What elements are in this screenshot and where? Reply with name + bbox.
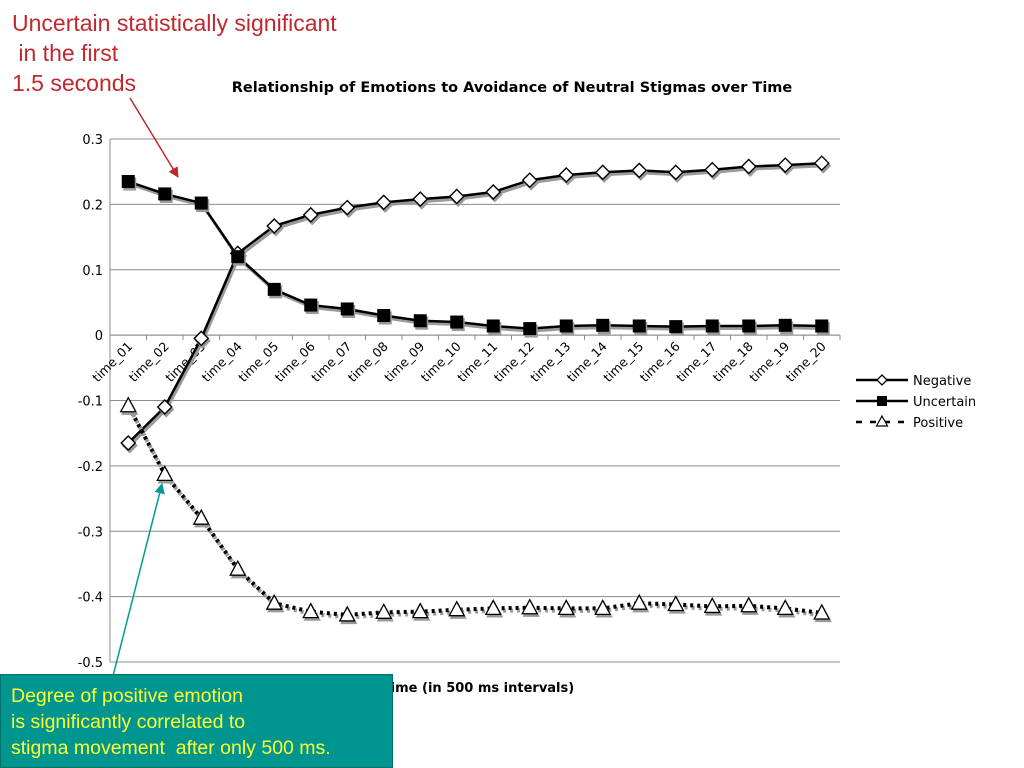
y-tick-label: 0.3 [82, 133, 103, 148]
data-point [594, 164, 611, 181]
data-point [448, 188, 465, 205]
legend-marker [877, 396, 887, 406]
data-point [813, 603, 831, 620]
data-point [413, 314, 427, 328]
data-point [521, 598, 539, 615]
axes: 0.30.20.10-0.1-0.2-0.3-0.4-0.5time_01tim… [78, 133, 841, 671]
series-uncertain [121, 174, 830, 338]
data-point [192, 508, 210, 525]
x-tick-label: time_20 [783, 339, 829, 385]
data-point [704, 161, 721, 178]
data-point [705, 319, 719, 333]
data-point [267, 282, 281, 296]
chart-title: Relationship of Emotions to Avoidance of… [232, 80, 793, 96]
data-point [778, 318, 792, 332]
y-tick-label: 0.1 [82, 264, 103, 279]
legend-item-negative: Negative [856, 374, 971, 389]
data-point [229, 559, 247, 576]
data-point [411, 602, 429, 619]
data-point [338, 605, 356, 622]
legend-item-uncertain: Uncertain [856, 395, 976, 410]
data-point [740, 596, 758, 613]
data-point [815, 319, 829, 333]
y-tick-label: -0.4 [78, 591, 103, 606]
legend: Negative Uncertain Positive [856, 374, 976, 431]
data-point [302, 602, 320, 619]
data-point [375, 602, 393, 619]
data-point [630, 593, 648, 610]
data-point [631, 162, 648, 179]
series-line [126, 404, 823, 617]
data-point [158, 187, 172, 201]
data-point [231, 250, 245, 264]
gridlines [110, 138, 840, 663]
data-point [559, 319, 573, 333]
legend-label: Negative [913, 374, 971, 389]
data-point [703, 597, 721, 614]
data-point [777, 157, 794, 174]
positive-correlation-note: Degree of positive emotion is significan… [0, 674, 393, 768]
data-point [632, 319, 646, 333]
data-point [523, 322, 537, 336]
y-tick-label: 0 [95, 329, 103, 344]
legend-marker [876, 374, 888, 386]
data-point [558, 166, 575, 183]
data-point [742, 319, 756, 333]
y-tick-label: -0.5 [78, 656, 103, 671]
x-axis-label: Time (in 500 ms intervals) [382, 681, 574, 696]
data-point [448, 600, 466, 617]
y-tick-label: 0.2 [82, 198, 103, 213]
series-negative [120, 155, 832, 454]
data-point [377, 309, 391, 323]
series-line-shadow [128, 407, 824, 620]
data-point [485, 183, 502, 200]
data-point [193, 330, 210, 347]
data-point [596, 318, 610, 332]
data-point [119, 396, 137, 413]
data-point [450, 315, 464, 329]
data-point [521, 172, 538, 189]
data-point [156, 399, 173, 416]
annotation-arrows [112, 97, 179, 677]
y-tick-label: -0.3 [78, 525, 103, 540]
data-point [266, 217, 283, 234]
data-point [304, 298, 318, 312]
positive-note-arrow [112, 482, 165, 677]
y-tick-label: -0.1 [78, 395, 103, 410]
data-point [594, 599, 612, 616]
data-point [486, 319, 500, 333]
data-point [667, 595, 685, 612]
data-point [484, 599, 502, 616]
data-point [740, 158, 757, 175]
legend-label: Uncertain [913, 395, 976, 410]
legend-label: Positive [913, 416, 963, 431]
series-positive [119, 396, 832, 625]
data-point [340, 302, 354, 316]
data-point [156, 464, 174, 482]
y-tick-label: -0.2 [78, 460, 103, 475]
data-point [302, 206, 319, 223]
uncertain-note-arrow [129, 97, 179, 178]
data-point [557, 599, 575, 616]
plot-area [119, 155, 832, 625]
data-point [667, 164, 684, 181]
legend-item-positive: Positive [856, 414, 963, 431]
data-point [669, 320, 683, 334]
uncertain-significance-note: Uncertain statistically significant in t… [12, 10, 337, 96]
data-point [375, 194, 392, 211]
data-point [813, 155, 830, 172]
data-point [339, 199, 356, 216]
series-line-shadow [128, 164, 824, 447]
data-point [194, 196, 208, 210]
data-point [265, 593, 283, 610]
legend-marker [875, 414, 889, 427]
data-point [412, 191, 429, 208]
data-point [120, 435, 137, 451]
data-point [776, 599, 794, 616]
data-point [121, 174, 135, 188]
series-line [127, 161, 822, 444]
